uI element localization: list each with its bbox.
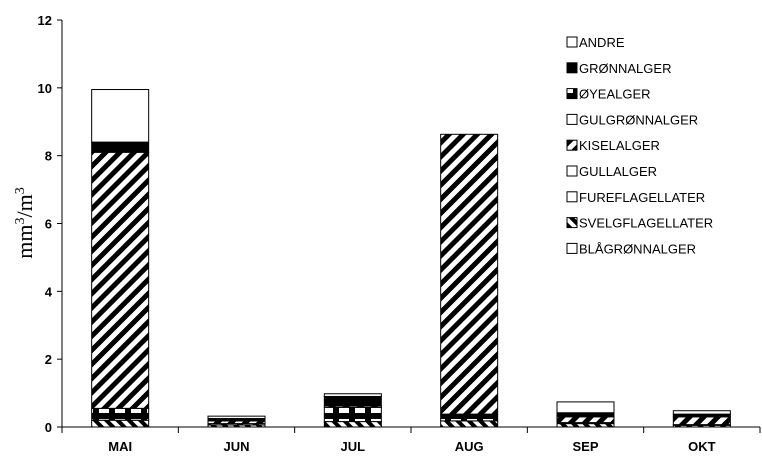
x-tick-label: JUL	[341, 439, 366, 454]
y-tick-label: 12	[38, 13, 52, 28]
y-tick-label: 4	[45, 284, 53, 299]
bar-segment	[556, 423, 615, 428]
legend-swatch	[566, 242, 578, 254]
x-tick-label: AUG	[455, 439, 484, 454]
legend-label: BLÅGRØNNALGER	[579, 241, 696, 256]
legend-swatch	[566, 113, 578, 125]
bar-segment	[672, 416, 731, 426]
x-tick-label: MAI	[108, 439, 132, 454]
legend-swatch	[566, 139, 578, 151]
legend-swatch	[566, 62, 578, 74]
bar-segment	[207, 415, 266, 420]
y-tick-label: 8	[45, 149, 52, 164]
bar-segment	[91, 89, 150, 143]
y-axis-label: mm3/m3	[12, 187, 37, 258]
bar-segment	[323, 395, 382, 407]
y-tick-label: 10	[38, 81, 52, 96]
legend-label: ANDRE	[579, 35, 625, 50]
legend-label: GULGRØNNALGER	[579, 112, 698, 127]
legend-label: ØYEALGER	[579, 87, 651, 102]
bar-segment	[323, 406, 382, 423]
x-tick-label: SEP	[572, 439, 598, 454]
bar-segment	[91, 141, 150, 153]
x-tick-label: JUN	[223, 439, 249, 454]
legend-label: KISELALGER	[579, 138, 660, 153]
bar-segment	[323, 421, 382, 428]
bar-segment	[440, 133, 499, 415]
legend-label: GULLALGER	[579, 164, 657, 179]
bars	[91, 89, 731, 428]
y-tick-label: 0	[45, 420, 52, 435]
bar-segment	[556, 412, 615, 418]
legend-swatch	[566, 88, 578, 100]
legend-swatch	[566, 191, 578, 203]
legend-swatch	[566, 36, 578, 48]
x-tick-label: OKT	[688, 439, 716, 454]
bar-segment	[440, 413, 499, 422]
legend-label: FUREFLAGELLATER	[579, 190, 705, 205]
bar-segment	[91, 419, 150, 428]
bar-segment	[323, 393, 382, 397]
legend-swatch	[566, 217, 578, 229]
bar-segment	[440, 420, 499, 428]
bar-segment	[91, 407, 150, 421]
y-tick-label: 2	[45, 352, 52, 367]
y-tick-label: 6	[45, 217, 52, 232]
legend-label: GRØNNALGER	[579, 61, 671, 76]
bar-segment	[91, 151, 150, 409]
bar-segment	[556, 401, 615, 414]
legend: ANDRE GRØNNALGER ØYEALGER GULGRØNNALGER KISE…	[566, 35, 713, 256]
bar-segment	[556, 416, 615, 424]
legend-label: SVELGFLAGELLATER	[579, 216, 713, 231]
bar-segment	[672, 410, 731, 415]
legend-swatch	[566, 165, 578, 177]
